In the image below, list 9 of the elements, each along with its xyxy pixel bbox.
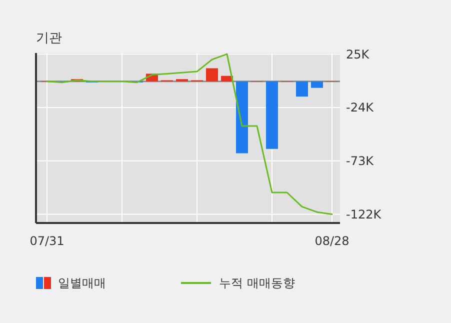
y-tick-label: -24K (346, 100, 375, 115)
y-tick-label: -73K (346, 154, 375, 168)
x-tick-label: 07/31 (30, 234, 64, 248)
y-tick-label: 25K (346, 47, 370, 62)
legend-label: 누적 매매동향 (219, 276, 295, 290)
legend-label: 일별매매 (58, 276, 106, 290)
chart-title: 기관 (36, 31, 62, 46)
y-tick-label: -122K (346, 207, 382, 222)
x-tick-label: 08/28 (314, 234, 350, 248)
